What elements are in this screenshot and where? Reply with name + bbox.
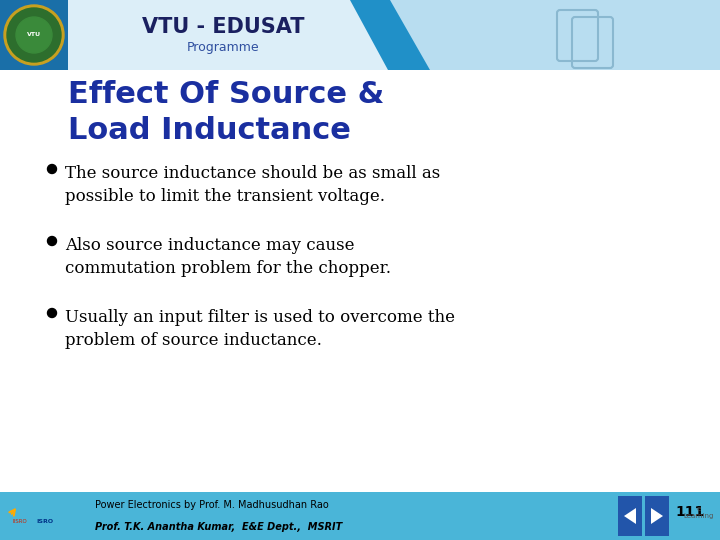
Text: Usually an input filter is used to overcome the
problem of source inductance.: Usually an input filter is used to overc…: [65, 309, 455, 349]
Circle shape: [16, 17, 52, 53]
Bar: [0, 0, 720, 70]
Text: 111: 111: [675, 505, 704, 519]
Bar: [68, 0, 388, 70]
Polygon shape: [651, 508, 663, 524]
Circle shape: [7, 8, 61, 62]
Bar: [0, 492, 720, 540]
Circle shape: [4, 5, 64, 65]
Bar: [645, 496, 669, 536]
Circle shape: [48, 308, 56, 318]
Text: Effect Of Source &: Effect Of Source &: [68, 80, 384, 109]
Text: Also source inductance may cause
commutation problem for the chopper.: Also source inductance may cause commuta…: [65, 237, 391, 277]
Polygon shape: [350, 0, 430, 70]
Bar: [618, 496, 642, 536]
Circle shape: [48, 165, 56, 173]
Text: Programme: Programme: [186, 40, 259, 53]
Bar: [0, 0, 68, 70]
Bar: [390, 0, 720, 70]
Text: The source inductance should be as small as
possible to limit the transient volt: The source inductance should be as small…: [65, 165, 440, 205]
Text: VTU - EDUSAT: VTU - EDUSAT: [142, 17, 305, 37]
Text: Power Electronics by Prof. M. Madhusudhan Rao: Power Electronics by Prof. M. Madhusudha…: [95, 501, 329, 510]
Text: ISRO: ISRO: [37, 519, 53, 524]
Text: Prof. T.K. Anantha Kumar,  E&E Dept.,  MSRIT: Prof. T.K. Anantha Kumar, E&E Dept., MSR…: [95, 522, 342, 531]
Text: e
Learning: e Learning: [684, 505, 714, 518]
Circle shape: [48, 237, 56, 246]
Polygon shape: [624, 508, 636, 524]
Text: Load Inductance: Load Inductance: [68, 116, 351, 145]
Text: IISRO: IISRO: [13, 519, 27, 524]
Text: VTU: VTU: [27, 32, 41, 37]
